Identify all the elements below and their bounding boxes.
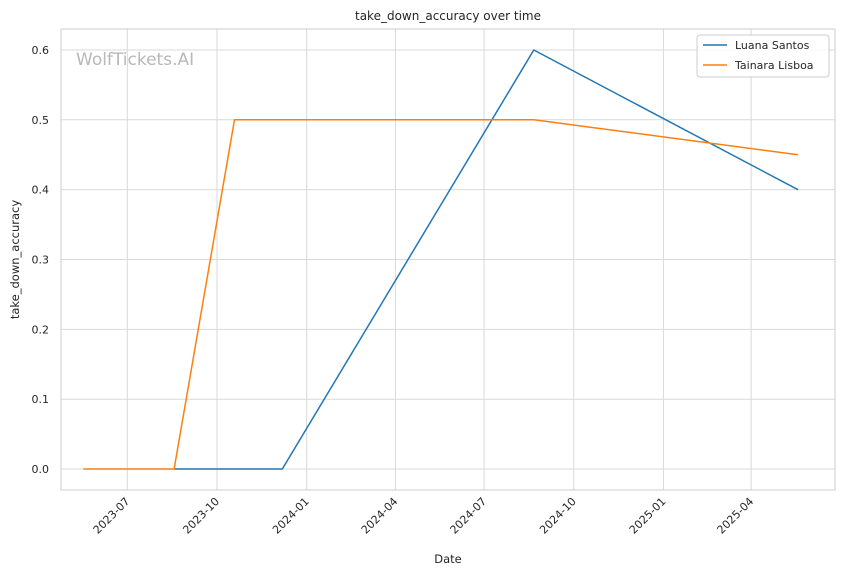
- x-axis-ticks: 2023-07 2023-10 2024-01 2024-04 2024-07 2024-…: [91, 495, 757, 537]
- legend-label: Tainara Lisboa: [734, 59, 814, 72]
- y-tick-label: 0.3: [32, 254, 50, 267]
- x-tick-label: 2023-10: [180, 495, 222, 537]
- legend-label: Luana Santos: [735, 39, 810, 52]
- watermark-text: WolfTickets.AI: [76, 50, 194, 70]
- y-tick-label: 0.1: [32, 393, 50, 406]
- x-tick-label: 2024-07: [447, 495, 489, 537]
- x-tick-label: 2025-04: [715, 495, 757, 537]
- legend: Luana Santos Tainara Lisboa: [696, 34, 830, 78]
- chart-title: take_down_accuracy over time: [355, 9, 541, 23]
- y-tick-label: 0.6: [32, 44, 50, 57]
- plot-area-frame: [60, 28, 836, 491]
- x-tick-label: 2024-10: [537, 495, 579, 537]
- series-line-1: [174, 49, 799, 470]
- legend-box: [696, 34, 830, 78]
- y-tick-label: 0.0: [32, 463, 50, 476]
- x-axis-label: Date: [434, 552, 462, 566]
- y-tick-label: 0.2: [32, 323, 50, 336]
- y-axis-ticks: 0.0 0.1 0.2 0.3 0.4 0.5 0.6: [32, 44, 50, 476]
- grid: [61, 29, 835, 490]
- x-tick-label: 2025-01: [627, 495, 669, 537]
- series-line-2: [83, 119, 799, 470]
- y-tick-label: 0.5: [32, 114, 50, 127]
- series-lines: [83, 49, 799, 470]
- y-tick-label: 0.4: [32, 184, 50, 197]
- x-tick-label: 2024-04: [359, 495, 401, 537]
- x-tick-label: 2024-01: [270, 495, 312, 537]
- y-axis-label: take_down_accuracy: [8, 200, 22, 319]
- x-tick-label: 2023-07: [91, 495, 133, 537]
